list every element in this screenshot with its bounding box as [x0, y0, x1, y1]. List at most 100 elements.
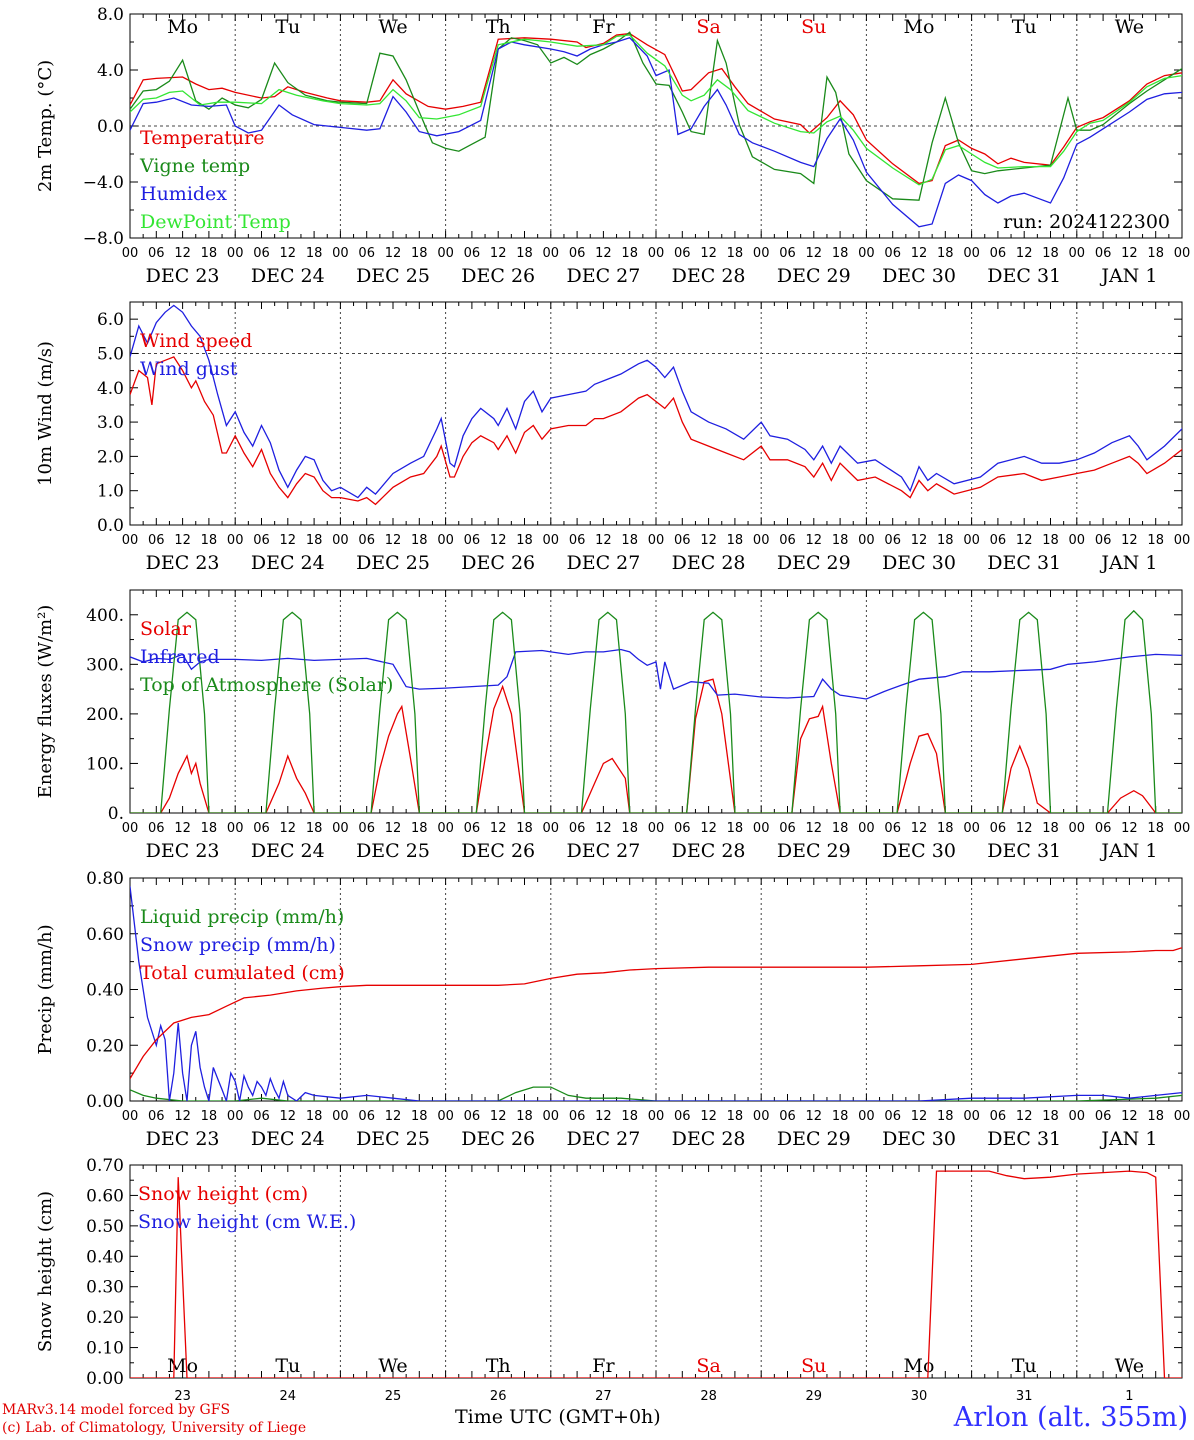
date-label: DEC 24: [251, 840, 325, 862]
legend-entry: Wind speed: [140, 330, 252, 352]
day-number-label: 23: [174, 1389, 191, 1404]
hour-tick-label: 06: [464, 1109, 481, 1124]
day-name-label: Mo: [904, 1355, 935, 1377]
hour-tick-label: 00: [963, 821, 980, 836]
day-number-label: 31: [1016, 1389, 1033, 1404]
hour-tick-label: 06: [358, 1109, 375, 1124]
hour-tick-label: 00: [1174, 821, 1191, 836]
series-line-1: [130, 32, 1182, 185]
hour-tick-label: 00: [437, 821, 454, 836]
legend-entry: Humidex: [140, 183, 227, 205]
day-number-label: 29: [806, 1389, 823, 1404]
hour-tick-label: 18: [832, 246, 849, 261]
hour-tick-label: 12: [174, 533, 191, 548]
legend-entry: Snow precip (mm/h): [140, 934, 336, 956]
day-name-label: Mo: [904, 16, 935, 38]
hour-tick-label: 12: [490, 246, 507, 261]
lab-credit: (c) Lab. of Climatology, University of L…: [2, 1420, 307, 1436]
hour-tick-label: 12: [806, 533, 823, 548]
y-axis-label: Energy fluxes (W/m²): [35, 605, 56, 799]
hour-tick-label: 18: [621, 246, 638, 261]
date-label: DEC 23: [146, 1128, 220, 1150]
hour-tick-label: 00: [858, 1109, 875, 1124]
legend-entry: Temperature: [140, 127, 264, 149]
date-label: JAN 1: [1099, 552, 1157, 574]
hour-tick-label: 00: [543, 1109, 560, 1124]
chart-panel-1: 8.0 4.0 0.0 −4.0 −8.0 2m Temp. (°C) Mo Tu We Th Fr…: [35, 5, 1190, 287]
series-line-2: [130, 648, 1182, 700]
day-name-label: Tu: [275, 16, 300, 38]
hour-tick-label: 06: [1095, 821, 1112, 836]
date-label: DEC 23: [146, 552, 220, 574]
hour-tick-label: 06: [674, 1109, 691, 1124]
hour-tick-label: 12: [385, 821, 402, 836]
hour-tick-label: 12: [700, 533, 717, 548]
hour-tick-label: 12: [490, 1109, 507, 1124]
hour-tick-label: 06: [884, 821, 901, 836]
hour-tick-label: 18: [201, 533, 218, 548]
hour-tick-label: 12: [490, 821, 507, 836]
hour-tick-label: 18: [727, 821, 744, 836]
hour-tick-label: 00: [963, 533, 980, 548]
model-credit: MARv3.14 model forced by GFS: [2, 1402, 231, 1418]
hour-tick-label: 06: [148, 246, 165, 261]
hour-tick-label: 06: [884, 1109, 901, 1124]
y-tick-label: 0.70: [86, 1156, 124, 1176]
hour-tick-label: 06: [464, 821, 481, 836]
date-label: DEC 30: [882, 265, 956, 287]
hour-tick-label: 18: [306, 821, 323, 836]
hour-tick-label: 00: [122, 246, 139, 261]
y-axis-label: Precip (mm/h): [35, 924, 56, 1054]
hour-tick-label: 18: [1042, 1109, 1059, 1124]
legend-entry: Total cumulated (cm): [140, 962, 345, 984]
hour-tick-label: 06: [990, 1109, 1007, 1124]
hour-tick-label: 00: [1069, 1109, 1086, 1124]
series-line-3: [130, 609, 1182, 813]
date-label: DEC 31: [987, 840, 1061, 862]
hour-tick-label: 00: [543, 533, 560, 548]
day-name-label: Th: [486, 16, 511, 38]
date-label: JAN 1: [1099, 1128, 1157, 1150]
hour-tick-label: 12: [1016, 1109, 1033, 1124]
hour-tick-label: 12: [806, 246, 823, 261]
hour-tick-label: 06: [253, 533, 270, 548]
hour-tick-label: 00: [227, 246, 244, 261]
day-name-label: Fr: [592, 16, 615, 38]
date-label: JAN 1: [1099, 265, 1157, 287]
date-label: DEC 31: [987, 1128, 1061, 1150]
series-line-2: [130, 31, 1182, 201]
legend-entry: Wind gust: [140, 358, 238, 380]
y-tick-label: 1.0: [97, 482, 124, 502]
hour-tick-label: 00: [227, 821, 244, 836]
date-label: DEC 25: [356, 840, 430, 862]
date-label: DEC 27: [566, 840, 640, 862]
series-line-2: [130, 304, 1182, 499]
hour-tick-label: 00: [437, 1109, 454, 1124]
hour-tick-label: 06: [358, 533, 375, 548]
day-name-label: We: [1115, 16, 1144, 38]
y-axis-label: 10m Wind (m/s): [35, 341, 56, 486]
hour-tick-label: 18: [727, 1109, 744, 1124]
day-number-label: 28: [700, 1389, 717, 1404]
date-label: DEC 24: [251, 265, 325, 287]
hour-tick-label: 12: [385, 533, 402, 548]
date-label: DEC 26: [461, 1128, 535, 1150]
hour-tick-label: 18: [411, 533, 428, 548]
hour-tick-label: 06: [148, 821, 165, 836]
hour-tick-label: 18: [1147, 246, 1164, 261]
legend-entry: Solar: [140, 618, 192, 640]
hour-tick-label: 06: [990, 821, 1007, 836]
day-number-label: 30: [911, 1389, 928, 1404]
date-label: DEC 27: [566, 552, 640, 574]
date-label: DEC 23: [146, 840, 220, 862]
hour-tick-label: 12: [1121, 533, 1138, 548]
legend-entry: Snow height (cm W.E.): [138, 1211, 356, 1233]
hour-tick-label: 18: [621, 1109, 638, 1124]
hour-tick-label: 12: [174, 821, 191, 836]
hour-tick-label: 00: [122, 821, 139, 836]
hour-tick-label: 12: [806, 1109, 823, 1124]
hour-tick-label: 18: [306, 246, 323, 261]
hour-tick-label: 12: [280, 533, 297, 548]
hour-tick-label: 06: [884, 533, 901, 548]
